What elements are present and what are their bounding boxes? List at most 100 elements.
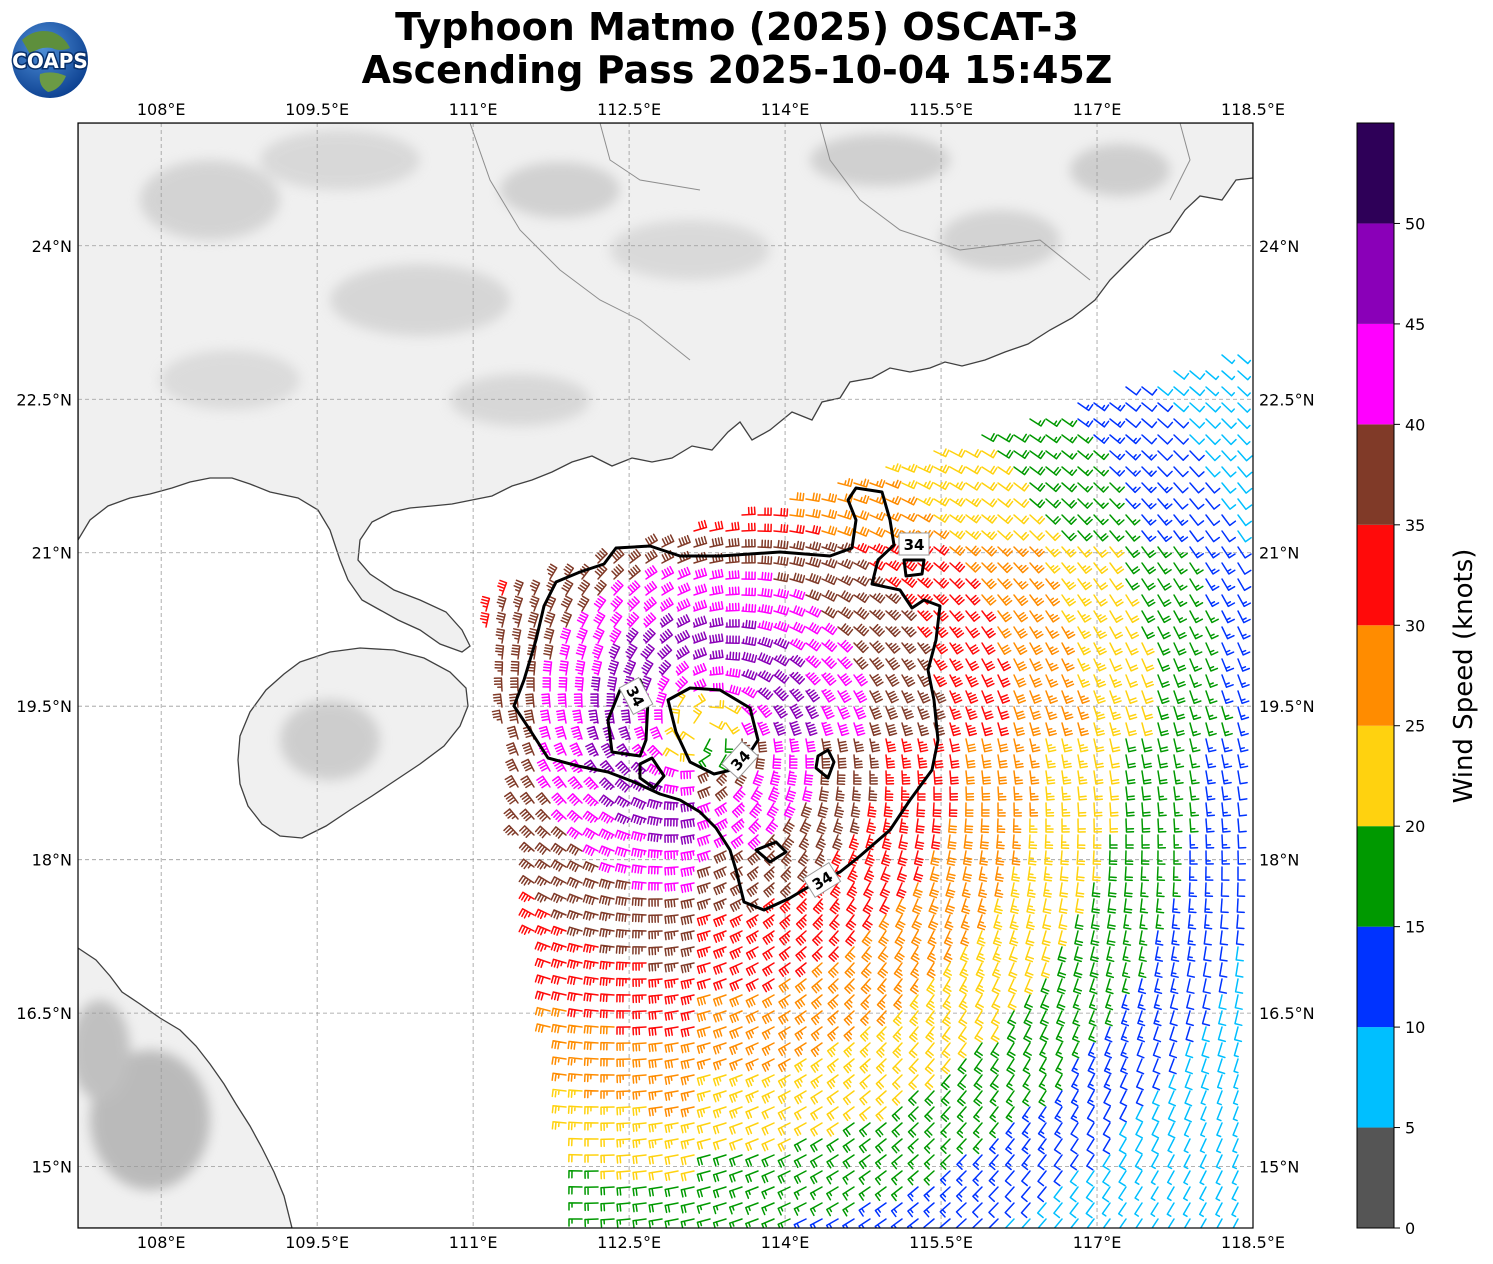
wind-barb [837, 673, 853, 687]
wind-barb [1237, 786, 1248, 801]
wind-barb [1167, 1154, 1175, 1170]
wind-barb [1025, 914, 1035, 931]
wind-barb [1105, 978, 1114, 995]
wind-barb [1037, 1170, 1047, 1187]
wind-barb [789, 654, 806, 668]
wind-barb [1058, 898, 1068, 914]
wind-barb [521, 758, 535, 772]
wind-barb [891, 1154, 903, 1170]
wind-barb [929, 866, 940, 883]
wind-barb [859, 1106, 871, 1122]
wind-barb [817, 802, 829, 819]
wind-barb [741, 603, 757, 613]
wind-barb [1061, 466, 1078, 477]
wind-barb [680, 1058, 695, 1070]
wind-barb [1201, 1010, 1211, 1027]
wind-barb [821, 754, 831, 769]
wind-barb [680, 866, 695, 878]
wind-barb [1077, 706, 1090, 721]
wind-barb [550, 859, 567, 872]
wind-barb [728, 1218, 743, 1228]
wind-barb [525, 693, 535, 708]
wind-barb [632, 1058, 647, 1068]
wind-barb [957, 1026, 967, 1043]
wind-barb [1237, 658, 1251, 672]
wind-barb [1237, 546, 1252, 559]
wind-barb [821, 606, 838, 619]
wind-barb [1109, 418, 1126, 428]
wind-barb [741, 686, 758, 699]
wind-barb [1189, 450, 1205, 462]
wind-barb [1205, 738, 1217, 753]
wind-barb [1029, 594, 1045, 607]
wind-barb [1221, 386, 1236, 397]
wind-barb [976, 914, 987, 931]
wind-barb [712, 1090, 727, 1103]
wind-barb [745, 1074, 759, 1088]
wind-barb [847, 866, 858, 883]
lon-tick-label: 115.5°E [909, 1233, 973, 1252]
wind-barb [827, 1026, 839, 1042]
wind-barb [917, 786, 926, 801]
wind-barb [1215, 1186, 1223, 1202]
wind-barb [1077, 754, 1089, 769]
wind-barb [1045, 418, 1062, 427]
colorbar-tick-label: 0 [1405, 1219, 1415, 1238]
wind-barb [696, 882, 711, 895]
wind-barb [550, 809, 567, 823]
wind-barb [648, 962, 663, 972]
wind-barb [1169, 994, 1179, 1011]
wind-barb [994, 866, 1004, 882]
wind-barb [616, 1154, 631, 1164]
wind-barb [680, 1138, 695, 1150]
wind-barb [853, 494, 870, 505]
wind-barb [1237, 738, 1249, 753]
wind-barb [659, 597, 674, 612]
wind-barb [534, 974, 551, 985]
wind-barb [1118, 1138, 1127, 1155]
wind-barb [1123, 914, 1132, 930]
wind-barb [926, 946, 937, 963]
wind-barb [728, 1202, 743, 1215]
wind-barb [616, 1026, 631, 1035]
wind-barb [1021, 1138, 1031, 1155]
wind-barb [1219, 930, 1229, 946]
wind-barb [1055, 1026, 1064, 1043]
wind-barb [1237, 514, 1253, 527]
wind-barb [949, 594, 965, 606]
wind-barb [965, 514, 982, 524]
wind-barb [874, 1186, 887, 1202]
wind-barb [1069, 1170, 1079, 1187]
wind-barb [1043, 882, 1052, 898]
wind-barb [583, 1073, 599, 1083]
lon-tick-label: 112.5°E [597, 1233, 661, 1252]
wind-barb [697, 786, 711, 800]
wind-barb [909, 978, 919, 995]
wind-barb [518, 858, 535, 870]
wind-barb [1057, 962, 1067, 979]
wind-barb [696, 994, 711, 1007]
wind-barb [1029, 466, 1046, 476]
wind-barb [826, 1090, 839, 1105]
wind-barb [793, 1138, 807, 1153]
wind-barb [1117, 1202, 1127, 1217]
wind-barb [879, 882, 891, 899]
wind-barb [648, 1122, 663, 1133]
wind-barb [680, 930, 695, 942]
wind-barb [1125, 578, 1140, 591]
wind-barb [543, 627, 555, 644]
wind-barb [1029, 706, 1042, 721]
wind-barb [729, 978, 743, 992]
colorbar-tick-label: 30 [1405, 616, 1425, 635]
wind-barb [893, 962, 903, 979]
wind-barb [494, 661, 504, 676]
wind-barb [837, 493, 854, 504]
wind-barb [691, 631, 708, 644]
wind-barb [712, 1074, 727, 1087]
wind-barb [869, 623, 885, 637]
wind-barb [575, 643, 587, 660]
wind-barb [1216, 1122, 1223, 1138]
wind-barb [1204, 898, 1213, 914]
wind-barb [885, 463, 902, 473]
wind-barb [842, 1154, 855, 1169]
